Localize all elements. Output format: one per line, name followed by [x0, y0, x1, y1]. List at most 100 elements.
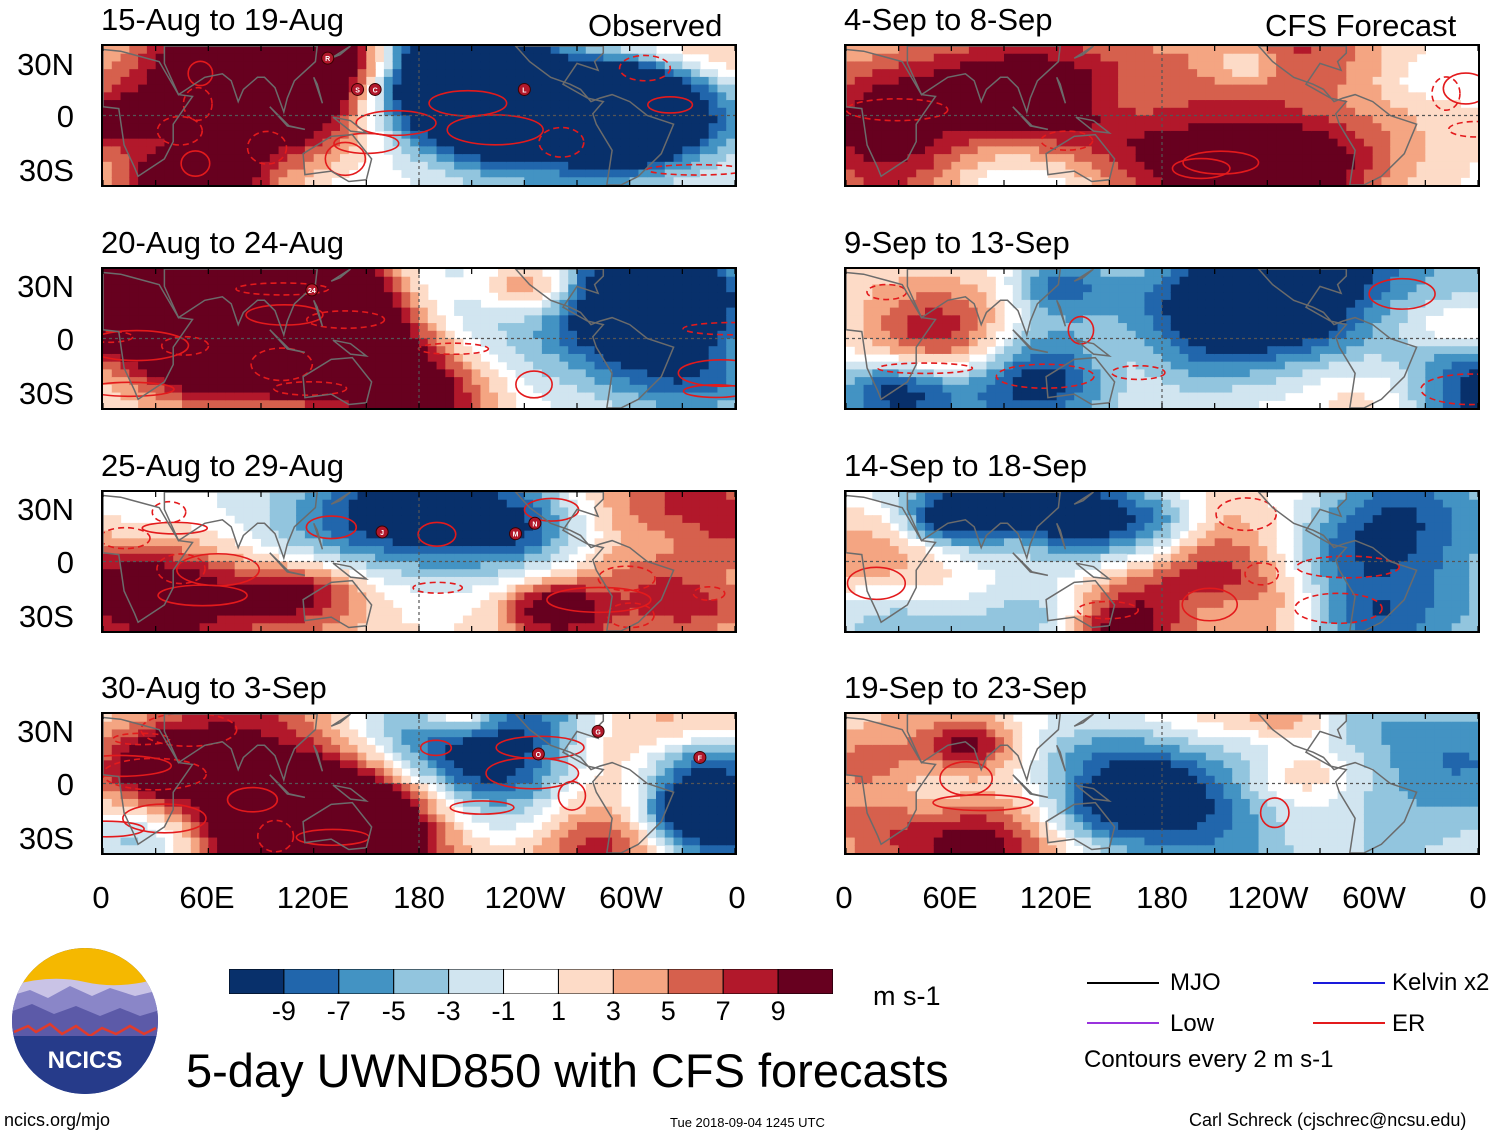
er-contour [103, 754, 173, 778]
er-contour [305, 310, 386, 330]
er-contour [428, 89, 508, 117]
er-contour [1442, 72, 1478, 105]
y-tick-30s-1: 30S [18, 153, 74, 188]
er-contour [682, 384, 735, 399]
er-contour [1295, 555, 1400, 579]
legend-label-kelvin: Kelvin x2 [1392, 969, 1490, 996]
er-contour [1368, 277, 1436, 310]
y-tick-0-1: 0 [56, 99, 74, 134]
er-contour [324, 141, 367, 177]
er-contour [182, 86, 213, 122]
x-tick-l-0: 0 [92, 880, 110, 915]
map-panel-obs-1: RSCEL [101, 44, 737, 187]
coastline [1257, 269, 1418, 408]
coastline [332, 116, 369, 134]
legend-line-mjo [1087, 982, 1159, 984]
colorbar-tick-label: 3 [605, 996, 621, 1026]
x-tick-l-60w: 60W [599, 880, 663, 915]
colorbar-swatch [338, 969, 395, 994]
er-contour [1040, 130, 1094, 151]
er-contour [417, 521, 457, 548]
coastline [1055, 744, 1067, 772]
map-panel-obs-2: 24 [101, 267, 737, 410]
storm-marker: L [517, 82, 531, 96]
er-contour [1182, 150, 1260, 175]
coastline [906, 714, 1061, 783]
er-contour [156, 115, 204, 146]
coastline [514, 492, 675, 631]
er-contour [546, 586, 652, 614]
coastline [1073, 714, 1094, 727]
er-contour [485, 756, 580, 790]
coastline [1012, 774, 1049, 799]
coastline [302, 579, 373, 629]
colorbar-tick-label: 7 [715, 996, 731, 1026]
colorbar-tick-label: 5 [660, 996, 676, 1026]
y-tick-30s-4: 30S [18, 821, 74, 856]
coastline [163, 269, 318, 338]
map-panel-fc-3 [844, 490, 1480, 633]
chart-title: 5-day UWND850 with CFS forecasts [186, 1044, 949, 1097]
er-contour [932, 793, 1034, 812]
coastline [1055, 299, 1067, 327]
er-contour [692, 586, 726, 602]
storm-marker: C [368, 82, 382, 96]
map-panel-obs-3: J M N [101, 490, 737, 633]
panel-title-fc-1: 4-Sep to 8-Sep [844, 2, 1053, 37]
x-tick-l-60e: 60E [179, 880, 235, 915]
coastline [1055, 522, 1067, 550]
storm-marker-label: M [513, 532, 519, 539]
er-contour [1244, 562, 1280, 586]
y-tick-30n-1: 30N [17, 47, 74, 82]
coastline [103, 494, 194, 624]
y-tick-0-4: 0 [56, 767, 74, 802]
coastline [1045, 356, 1116, 406]
er-contour [103, 820, 145, 838]
colorbar-swatch [229, 969, 285, 994]
coastline [1045, 579, 1116, 629]
er-contour [180, 150, 211, 177]
er-contour [226, 786, 279, 813]
er-contour [515, 370, 553, 399]
legend-line-er [1313, 1022, 1385, 1024]
colorbar-swatch [667, 969, 724, 994]
storm-marker: N [528, 516, 542, 530]
er-contour [1181, 587, 1239, 622]
storm-marker: G [591, 724, 605, 738]
coastline [269, 774, 306, 799]
er-contour [449, 800, 515, 815]
coastline [1055, 76, 1067, 104]
coastline [1073, 492, 1094, 505]
er-contour [187, 60, 214, 87]
legend-line-kelvin [1313, 982, 1385, 984]
coastline [906, 46, 1061, 115]
coastline [312, 522, 324, 550]
er-contour [646, 163, 735, 176]
panel-title-obs-4: 30-Aug to 3-Sep [101, 670, 327, 705]
coastline [1073, 46, 1094, 59]
coastline [330, 492, 351, 505]
y-tick-30n-3: 30N [17, 492, 74, 527]
coastline [312, 299, 324, 327]
coastline [103, 271, 194, 401]
x-tick-l-120e: 120E [276, 880, 350, 915]
colorbar-swatch [393, 969, 450, 994]
coastline [312, 76, 324, 104]
y-tick-30n-4: 30N [17, 714, 74, 749]
er-contour [355, 109, 437, 137]
legend-label-low: Low [1170, 1010, 1215, 1037]
storm-marker-label: N [532, 521, 537, 528]
x-tick-r-0b: 0 [1469, 880, 1487, 915]
colorbar-tick-label: -5 [381, 996, 406, 1026]
map-panel-fc-2 [844, 267, 1480, 410]
coastline [330, 714, 351, 727]
er-contour [618, 54, 672, 82]
storm-marker-label: F [698, 755, 703, 762]
coastline [269, 552, 306, 577]
storm-marker-label: R [325, 56, 330, 63]
coastline [846, 271, 937, 401]
footer-timestamp: Tue 2018-09-04 1245 UTC [670, 1115, 825, 1130]
coastline [312, 744, 324, 772]
coastline [1075, 339, 1112, 357]
colorbar-tick-label: 1 [550, 996, 566, 1026]
